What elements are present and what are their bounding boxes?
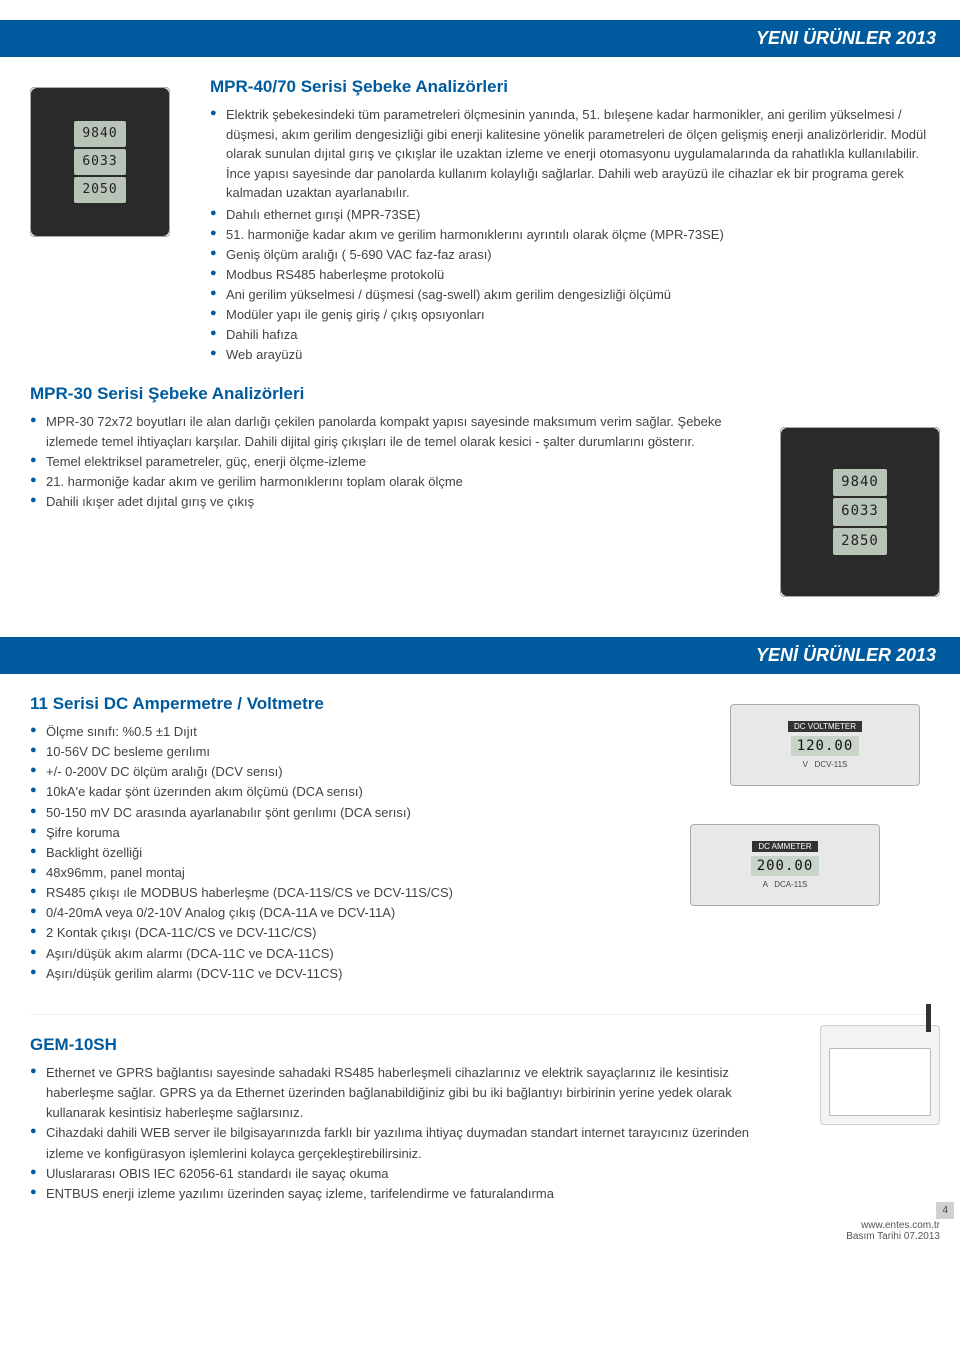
list-item: Geniş ölçüm aralığı ( 5-690 VAC faz-faz … (210, 245, 930, 265)
product-image-gem10sh (820, 1025, 940, 1125)
list-item: RS485 çıkışı ıle MODBUS haberleşme (DCA-… (30, 883, 590, 903)
list-item: Ölçme sınıfı: %0.5 ±1 Dıjıt (30, 722, 590, 742)
dca-title: DC AMMETER (752, 841, 817, 852)
product-image-dcv: DC VOLTMETER 120.00 V DCV-11S (730, 704, 920, 786)
list-item: Şifre koruma (30, 823, 590, 843)
list-item: Dahılı ethernet gırışi (MPR-73SE) (210, 205, 930, 225)
section2-title: MPR-30 Serisi Şebeke Analizörleri (30, 384, 730, 404)
list-item: 2 Kontak çıkışı (DCA-11C/CS ve DCV-11C/C… (30, 923, 590, 943)
list-item: Cihazdaki dahili WEB server ile bilgisay… (30, 1123, 790, 1163)
list-item: Backlight özelliği (30, 843, 590, 863)
list-item: +/- 0-200V DC ölçüm aralığı (DCV serısı) (30, 762, 590, 782)
meter2-line3: 2850 (833, 528, 887, 556)
dcv-value: 120.00 (791, 736, 860, 756)
dcv-model: DCV-11S (815, 760, 848, 769)
dca-model: DCA-11S (774, 880, 807, 889)
section4-title: GEM-10SH (30, 1035, 790, 1055)
content-block-3: GEM-10SH Ethernet ve GPRS bağlantısı say… (0, 1015, 960, 1214)
footer: 4 www.entes.com.tr Basım Tarihi 07.2013 (0, 1214, 960, 1258)
list-item: Aşırı/düşük akım alarmı (DCA-11C ve DCA-… (30, 944, 590, 964)
meter1-line2: 6033 (74, 149, 125, 175)
meter1-line3: 2050 (74, 177, 125, 203)
list-item: MPR-30 72x72 boyutları ile alan darlığı … (30, 412, 730, 452)
section1-title: MPR-40/70 Serisi Şebeke Analizörleri (210, 77, 930, 97)
banner-mid: YENİ ÜRÜNLER 2013 (0, 637, 960, 674)
list-item: Dahili hafıza (210, 325, 930, 345)
dcv-title: DC VOLTMETER (788, 721, 862, 732)
list-item: 21. harmoniğe kadar akım ve gerilim harm… (30, 472, 730, 492)
list-item: Aşırı/düşük gerilim alarmı (DCV-11C ve D… (30, 964, 590, 984)
antenna-icon (926, 1004, 931, 1032)
dcv-unit: V (803, 760, 808, 769)
product-image-mpr30: 9840 6033 2850 (780, 427, 940, 597)
meter1-line1: 9840 (74, 121, 125, 147)
product-image-mpr4070: 9840 6033 2050 (30, 87, 170, 237)
list-item: 10-56V DC besleme gerılımı (30, 742, 590, 762)
list-item: 0/4-20mA veya 0/2-10V Analog çıkış (DCA-… (30, 903, 590, 923)
meter2-line1: 9840 (833, 469, 887, 497)
list-item: ENTBUS enerji izleme yazılımı üzerinden … (30, 1184, 790, 1204)
list-item: 50-150 mV DC arasında ayarlanabılır şönt… (30, 803, 590, 823)
section1-bullets: Dahılı ethernet gırışi (MPR-73SE)51. har… (210, 205, 930, 366)
list-item: 48x96mm, panel montaj (30, 863, 590, 883)
banner-top: YENI ÜRÜNLER 2013 (0, 20, 960, 57)
content-block-1: 9840 6033 2050 9840 6033 2850 MPR-40/70 … (0, 57, 960, 617)
footer-url: www.entes.com.tr (20, 1220, 940, 1231)
din-body (829, 1048, 931, 1116)
dca-unit: A (763, 880, 768, 889)
section1-intro: Elektrik şebekesindeki tüm parametreleri… (226, 105, 930, 203)
list-item: 10kA'e kadar şönt üzerınden akım ölçümü … (30, 782, 590, 802)
list-item: Temel elektriksel parametreler, güç, ene… (30, 452, 730, 472)
footer-date: Basım Tarihi 07.2013 (20, 1231, 940, 1242)
section2-bullets: MPR-30 72x72 boyutları ile alan darlığı … (30, 412, 730, 513)
list-item: Uluslararası OBIS IEC 62056-61 standardı… (30, 1164, 790, 1184)
list-item: Web arayüzü (210, 345, 930, 365)
list-item: Ethernet ve GPRS bağlantısı sayesinde sa… (30, 1063, 790, 1123)
list-item: Dahili ıkışer adet dıjıtal gırış ve çıkı… (30, 492, 730, 512)
list-item: 51. harmoniğe kadar akım ve gerilim harm… (210, 225, 930, 245)
list-item: Modüler yapı ile geniş giriş / çıkış ops… (210, 305, 930, 325)
list-item: Ani gerilim yükselmesi / düşmesi (sag-sw… (210, 285, 930, 305)
section4-bullets: Ethernet ve GPRS bağlantısı sayesinde sa… (30, 1063, 790, 1204)
content-block-2: 11 Serisi DC Ampermetre / Voltmetre Ölçm… (0, 674, 960, 1014)
list-item: Modbus RS485 haberleşme protokolü (210, 265, 930, 285)
section3-bullets: Ölçme sınıfı: %0.5 ±1 Dıjıt10-56V DC bes… (30, 722, 590, 984)
meter2-line2: 6033 (833, 498, 887, 526)
product-image-dca: DC AMMETER 200.00 A DCA-11S (690, 824, 880, 906)
dca-value: 200.00 (751, 856, 820, 876)
page-number: 4 (936, 1202, 954, 1219)
